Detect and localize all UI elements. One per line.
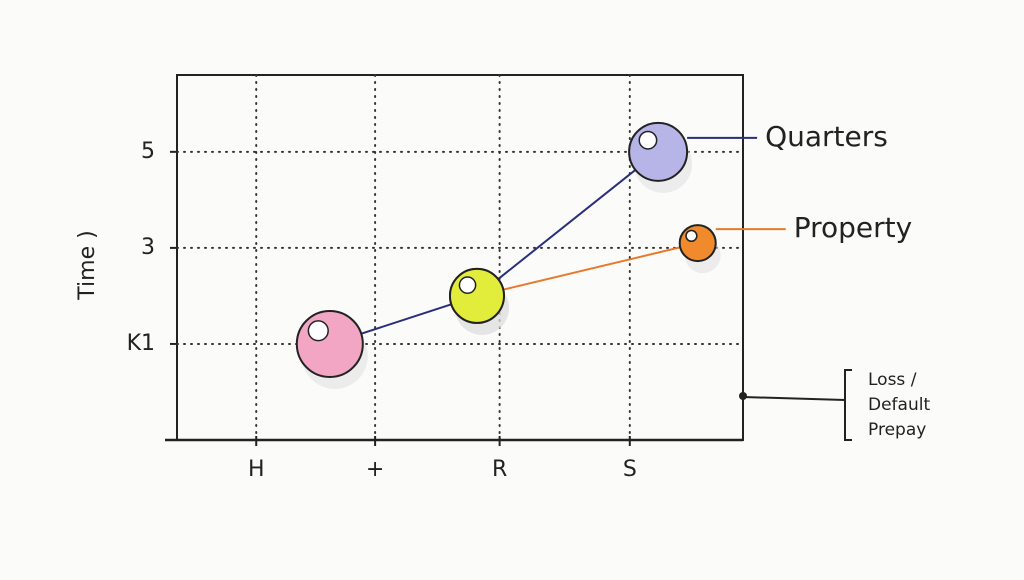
y-tick-label: 5 — [141, 139, 155, 164]
annotation-text: Prepay — [868, 420, 926, 440]
y-axis-label: Time ) — [75, 230, 100, 300]
bubble — [678, 224, 717, 263]
x-tick-label: H — [248, 457, 265, 482]
annotation-dot — [739, 392, 747, 400]
bubble-highlight — [638, 130, 658, 150]
series-label: Property — [794, 211, 912, 244]
series-line — [476, 242, 698, 297]
series-label: Quarters — [765, 120, 888, 153]
y-tick-label: K1 — [127, 331, 155, 356]
annotation-text: Loss / — [868, 370, 917, 390]
annotation-text: Default — [868, 395, 930, 415]
bubble — [448, 267, 505, 324]
bubble — [628, 121, 689, 182]
bubble-highlight — [307, 320, 329, 342]
annotation-leader — [742, 396, 846, 401]
bubble-highlight — [685, 229, 698, 243]
annotation-bracket — [844, 369, 852, 441]
bubble-highlight — [458, 276, 477, 294]
bubble — [295, 309, 364, 378]
x-tick-label: S — [623, 457, 637, 482]
y-tick-label: 3 — [141, 235, 155, 260]
x-tick-label: + — [366, 457, 384, 482]
x-tick-label: R — [492, 457, 507, 482]
